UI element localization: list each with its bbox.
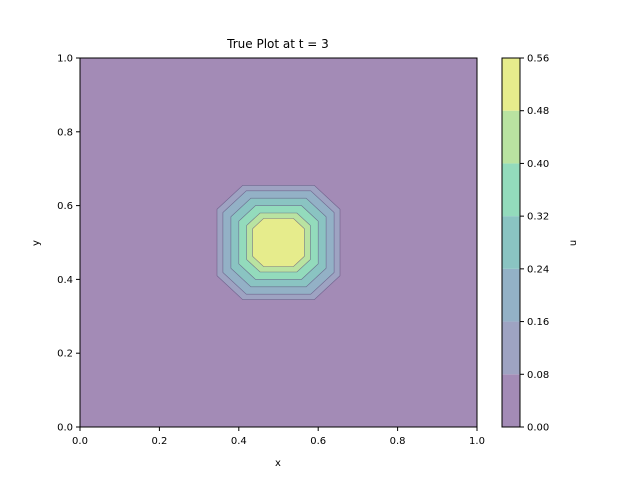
x-tick-label: 1.0	[469, 436, 485, 447]
colorbar-segment-1	[502, 321, 520, 375]
x-tick-label: 0.4	[231, 436, 247, 447]
colorbar-tick-label: 0.24	[527, 264, 549, 275]
x-tick-label: 0.6	[310, 436, 326, 447]
colorbar-segment-5	[502, 110, 520, 164]
y-tick-label: 0.8	[57, 127, 73, 138]
x-tick-label: 0.2	[151, 436, 167, 447]
colorbar-tick-label: 0.48	[527, 106, 549, 117]
y-axis-label: y	[31, 240, 42, 246]
x-axis-label: x	[275, 458, 281, 469]
plot-frame	[79, 57, 478, 428]
chart-title: True Plot at t = 3	[226, 37, 329, 51]
colorbar-segment-3	[502, 216, 520, 269]
colorbar-tick-label: 0.56	[527, 54, 549, 65]
colorbar-frame	[501, 57, 521, 428]
x-tick-label: 0.8	[390, 436, 406, 447]
colorbar-tick-label: 0.16	[527, 317, 549, 328]
colorbar-tick-label: 0.32	[527, 212, 549, 223]
y-tick-label: 0.2	[57, 349, 73, 360]
contour-level-6	[252, 218, 305, 267]
colorbar-label: u	[568, 240, 579, 246]
colorbar: 0.00 0.08 0.16 0.24 0.32 0.40 0.48 0.56	[501, 54, 549, 434]
colorbar-segment-6	[502, 58, 520, 111]
colorbar-segment-2	[502, 268, 520, 322]
colorbar-tick-label: 0.40	[527, 159, 549, 170]
colorbar-tick-label: 0.08	[527, 370, 549, 381]
y-tick-label: 0.6	[57, 201, 73, 212]
colorbar-segment-4	[502, 163, 520, 217]
colorbar-segment-0	[502, 374, 520, 427]
y-tick-label: 1.0	[57, 54, 73, 65]
colorbar-tick-label: 0.00	[527, 423, 549, 434]
x-axis: 0.0 0.2 0.4 0.6 0.8 1.0	[72, 427, 485, 447]
y-tick-label: 0.0	[57, 423, 73, 434]
y-axis: 0.0 0.2 0.4 0.6 0.8 1.0	[57, 54, 80, 434]
y-tick-label: 0.4	[57, 275, 73, 286]
x-tick-label: 0.0	[72, 436, 88, 447]
plot-area	[79, 57, 478, 428]
